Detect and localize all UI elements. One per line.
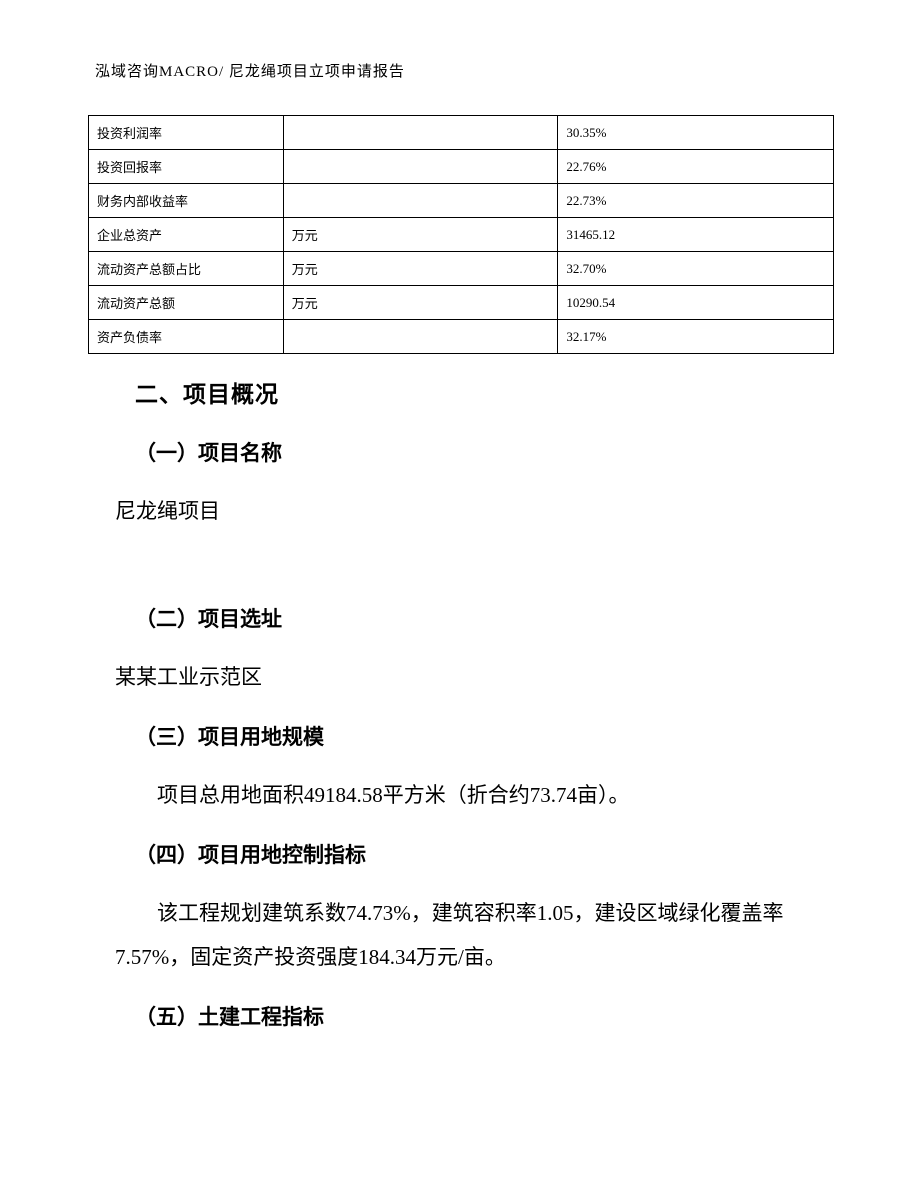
row-value: 32.17% — [558, 320, 834, 354]
financial-table: 投资利润率 30.35% 投资回报率 22.76% 财务内部收益率 22.73%… — [88, 115, 834, 354]
row-unit — [283, 116, 558, 150]
row-value: 10290.54 — [558, 286, 834, 320]
row-label: 企业总资产 — [89, 218, 284, 252]
row-unit — [283, 320, 558, 354]
subsection-title-1: （一）项目名称 — [135, 437, 815, 467]
table: 投资利润率 30.35% 投资回报率 22.76% 财务内部收益率 22.73%… — [88, 115, 834, 354]
subsection-title-4: （四）项目用地控制指标 — [135, 839, 815, 869]
content-body: 二、项目概况 （一）项目名称 尼龙绳项目 （二）项目选址 某某工业示范区 （三）… — [115, 375, 815, 1053]
land-scale-text: 项目总用地面积49184.58平方米（折合约73.74亩）。 — [115, 773, 815, 817]
land-control-text: 该工程规划建筑系数74.73%，建筑容积率1.05，建设区域绿化覆盖率7.57%… — [115, 891, 815, 979]
row-label: 资产负债率 — [89, 320, 284, 354]
row-value: 22.76% — [558, 150, 834, 184]
table-row: 流动资产总额 万元 10290.54 — [89, 286, 834, 320]
row-value: 30.35% — [558, 116, 834, 150]
table-row: 流动资产总额占比 万元 32.70% — [89, 252, 834, 286]
table-row: 企业总资产 万元 31465.12 — [89, 218, 834, 252]
section-title: 二、项目概况 — [135, 375, 815, 409]
row-unit: 万元 — [283, 252, 558, 286]
subsection-title-5: （五）土建工程指标 — [135, 1001, 815, 1031]
project-location-text: 某某工业示范区 — [115, 655, 815, 699]
row-label: 财务内部收益率 — [89, 184, 284, 218]
subsection-title-2: （二）项目选址 — [135, 603, 815, 633]
header-text: 泓域咨询MACRO/ 尼龙绳项目立项申请报告 — [95, 64, 405, 80]
row-unit — [283, 150, 558, 184]
row-value: 32.70% — [558, 252, 834, 286]
table-row: 投资利润率 30.35% — [89, 116, 834, 150]
table-row: 投资回报率 22.76% — [89, 150, 834, 184]
project-name-text: 尼龙绳项目 — [115, 489, 815, 533]
row-unit — [283, 184, 558, 218]
subsection-title-3: （三）项目用地规模 — [135, 721, 815, 751]
row-unit: 万元 — [283, 286, 558, 320]
row-label: 投资回报率 — [89, 150, 284, 184]
table-row: 财务内部收益率 22.73% — [89, 184, 834, 218]
row-value: 31465.12 — [558, 218, 834, 252]
row-value: 22.73% — [558, 184, 834, 218]
row-label: 流动资产总额占比 — [89, 252, 284, 286]
page-header: 泓域咨询MACRO/ 尼龙绳项目立项申请报告 — [95, 60, 405, 81]
table-row: 资产负债率 32.17% — [89, 320, 834, 354]
row-label: 投资利润率 — [89, 116, 284, 150]
row-label: 流动资产总额 — [89, 286, 284, 320]
row-unit: 万元 — [283, 218, 558, 252]
